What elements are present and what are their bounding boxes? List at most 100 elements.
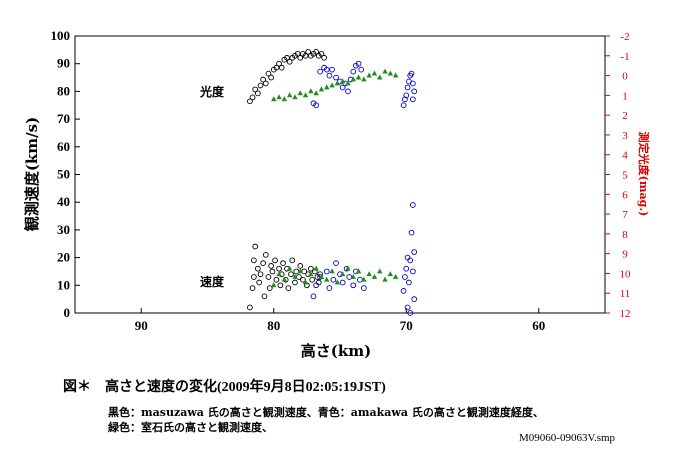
data-point-velocity	[407, 257, 414, 264]
data-point-velocity	[297, 268, 303, 274]
data-point-velocity	[315, 279, 322, 286]
data-point-velocity	[324, 276, 330, 282]
right-tick-label: 8	[622, 229, 628, 241]
data-point-brightness	[297, 90, 303, 96]
data-point-velocity	[252, 243, 259, 250]
data-point-velocity	[323, 268, 330, 275]
data-point-brightness	[255, 90, 261, 97]
data-point-brightness	[408, 70, 415, 77]
data-point-brightness	[305, 48, 312, 55]
right-tick-label: 3	[622, 130, 628, 142]
caption-timestamp: (2009年9月8日02:05:19JST)	[217, 380, 386, 395]
data-point-brightness	[345, 80, 351, 86]
data-point-brightness	[361, 76, 367, 82]
data-point-brightness	[371, 70, 378, 76]
data-point-brightness	[268, 74, 274, 81]
data-point-velocity	[292, 279, 298, 286]
data-point-velocity	[266, 285, 273, 291]
data-point-velocity	[329, 268, 335, 274]
data-point-brightness	[284, 54, 290, 61]
data-point-velocity	[257, 271, 264, 278]
data-point-brightness	[294, 50, 301, 57]
data-point-velocity	[410, 268, 416, 275]
y-tick-label: 40	[57, 194, 70, 209]
data-point-brightness	[297, 54, 304, 61]
data-point-brightness	[387, 70, 394, 76]
data-point-velocity	[281, 276, 288, 282]
data-point-brightness	[324, 84, 330, 90]
data-point-velocity	[288, 271, 294, 278]
data-point-velocity	[276, 265, 282, 272]
data-point-velocity	[251, 274, 257, 280]
data-point-velocity	[355, 268, 362, 274]
data-point-velocity	[400, 287, 407, 294]
y-tick-label: 10	[57, 277, 70, 292]
x-tick-label: 60	[532, 318, 545, 333]
data-point-velocity	[402, 274, 408, 280]
data-point-brightness	[318, 86, 325, 92]
data-point-velocity	[361, 285, 367, 291]
right-tick-label: 4	[622, 150, 628, 162]
right-tick-label: 6	[622, 189, 628, 201]
data-point-velocity	[249, 285, 256, 291]
data-point-brightness	[403, 92, 410, 99]
data-point-brightness	[313, 48, 320, 55]
data-point-velocity	[404, 304, 411, 311]
data-point-brightness	[271, 96, 277, 102]
data-point-brightness	[292, 94, 298, 100]
data-point-velocity	[262, 251, 269, 258]
right-tick-label: 12	[620, 308, 631, 320]
y-tick-label: 0	[64, 305, 71, 320]
right-tick-label: 11	[620, 288, 631, 300]
data-point-brightness	[308, 88, 314, 94]
right-tick-label: 5	[622, 170, 628, 182]
data-point-velocity	[302, 279, 309, 285]
data-point-brightness	[329, 66, 335, 73]
data-point-velocity	[272, 257, 278, 264]
y-tick-label: 20	[57, 250, 70, 265]
right-tick-label: 1	[622, 90, 628, 102]
legend-line-2: 緑色：室石氏の高さと観測速度、	[108, 421, 273, 434]
data-point-velocity	[411, 296, 418, 303]
figure-caption: 図＊ 高さと速度の変化(2009年9月8日02:05:19JST)	[63, 376, 386, 396]
data-point-velocity	[309, 276, 316, 283]
data-point-velocity	[261, 293, 268, 300]
data-point-brightness	[323, 66, 330, 73]
data-point-velocity	[313, 282, 320, 289]
data-point-velocity	[276, 271, 282, 277]
data-point-velocity	[289, 257, 296, 264]
data-point-velocity	[350, 273, 356, 279]
data-point-brightness	[313, 102, 320, 109]
data-point-brightness	[252, 86, 259, 93]
data-point-brightness	[286, 92, 293, 98]
data-point-brightness	[247, 98, 253, 105]
y-tick-label: 50	[57, 167, 70, 182]
right-tick-label: -2	[620, 31, 629, 43]
right-tick-label: -1	[620, 51, 629, 63]
data-point-brightness	[400, 102, 407, 109]
data-point-velocity	[313, 265, 319, 271]
data-point-brightness	[382, 68, 388, 74]
data-point-velocity	[404, 254, 411, 261]
data-point-velocity	[333, 260, 339, 266]
data-point-brightness	[402, 96, 408, 103]
data-point-brightness	[410, 80, 416, 87]
data-point-brightness	[313, 90, 319, 96]
data-point-brightness	[260, 76, 267, 83]
data-point-brightness	[249, 94, 256, 101]
right-tick-label: 0	[622, 71, 628, 83]
data-point-velocity	[247, 304, 253, 311]
data-point-brightness	[329, 82, 335, 88]
data-point-velocity	[334, 279, 341, 285]
data-point-velocity	[366, 271, 372, 277]
y-tick-label: 30	[57, 222, 70, 237]
y-axis-label: 観測速度(km/s)	[23, 117, 41, 231]
data-point-velocity	[345, 265, 351, 271]
data-point-brightness	[333, 74, 339, 81]
data-point-brightness	[265, 70, 272, 77]
data-point-velocity	[387, 271, 394, 277]
data-point-velocity	[411, 249, 418, 255]
data-point-velocity	[308, 271, 314, 277]
